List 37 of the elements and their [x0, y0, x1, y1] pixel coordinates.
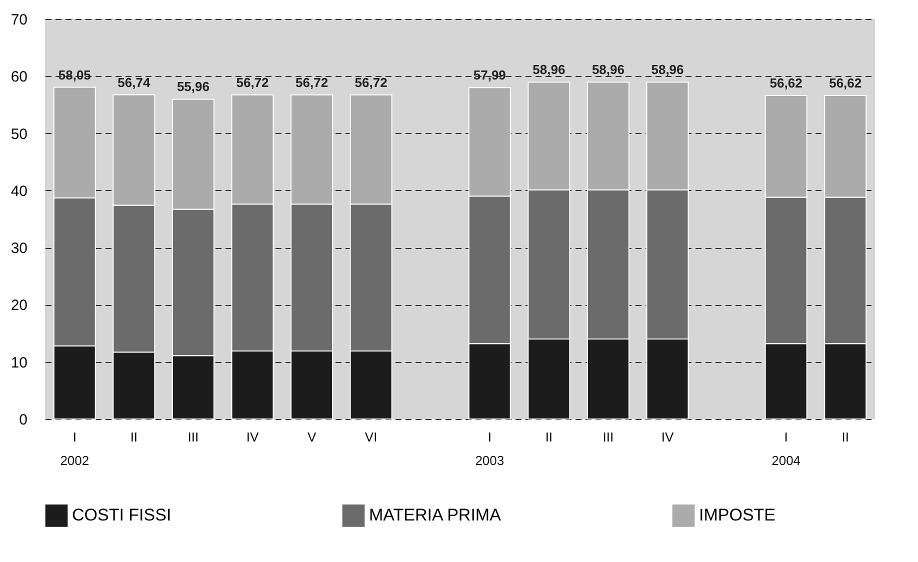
x-tick-label: I [784, 430, 788, 444]
total-label: 57,99 [473, 68, 506, 83]
total-label: 58,96 [651, 62, 684, 78]
x-tick-label: V [307, 430, 316, 444]
y-tick-label: 0 [19, 412, 28, 428]
y-tick-label: 20 [10, 297, 28, 314]
legend-label: MATERIA PRIMA [369, 506, 502, 525]
text: 2003 [475, 453, 504, 468]
total-label: 56,62 [770, 75, 802, 90]
y-tick-label: 30 [10, 240, 28, 258]
x-tick-label: IV [246, 430, 259, 444]
text: 2004 [772, 453, 801, 468]
legend-label: IMPOSTE [699, 506, 776, 525]
x-tick-label: IV [661, 430, 674, 444]
x-tick-label: II [130, 430, 138, 444]
total-label: 58,96 [592, 62, 624, 78]
y-tick-label: 50 [10, 126, 28, 143]
x-tick-label: I [488, 430, 492, 444]
total-label: 56,62 [829, 75, 862, 90]
legend-label: COSTI FISSI [72, 506, 172, 525]
y-tick-label: 70 [10, 12, 28, 28]
x-tick-label: VI [364, 430, 378, 444]
x-tick-label: II [842, 430, 849, 444]
x-tick-label: III [602, 430, 614, 444]
total-label: 56,72 [236, 74, 269, 90]
total-label: 56,72 [354, 74, 388, 90]
y-tick-label: 40 [10, 182, 28, 200]
text: 2002 [60, 453, 90, 468]
y-tick-label: 10 [10, 354, 28, 372]
total-label: 56,74 [118, 74, 151, 90]
x-tick-label: II [545, 430, 553, 444]
x-tick-label: I [72, 430, 76, 444]
total-label: 58,96 [532, 62, 566, 78]
total-label: 55,96 [176, 79, 210, 94]
total-label: 56,72 [296, 74, 328, 90]
y-tick-label: 60 [10, 68, 28, 86]
x-tick-label: III [188, 430, 199, 444]
